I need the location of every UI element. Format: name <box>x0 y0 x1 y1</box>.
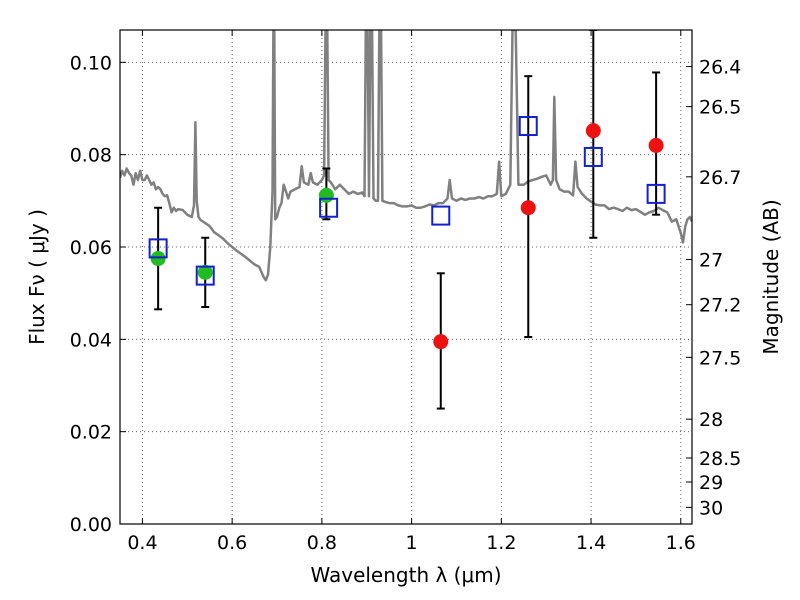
right-axis-tick-label: 28.5 <box>699 448 741 470</box>
data-point-green <box>197 264 213 280</box>
x-tick-label: 0.4 <box>127 532 157 554</box>
axes: 0.4 0.6 0.8 1 1.2 1.4 1.6 0.00 0.02 0.04 0.06 0.08 0… <box>70 30 741 554</box>
data-point-red <box>520 200 536 216</box>
x-tick-label: 1.2 <box>486 532 516 554</box>
right-axis-label: Magnitude (AB) <box>759 199 783 354</box>
right-axis-tick-label: 26.7 <box>699 167 741 189</box>
model-point-square <box>148 238 168 259</box>
template-spectrum-line <box>120 30 692 282</box>
model-point-square <box>431 205 451 226</box>
x-axis-label: Wavelength λ (μm) <box>310 563 501 587</box>
y-tick-label: 0.06 <box>70 237 112 259</box>
plot-area <box>120 30 692 410</box>
right-axis-tick-label: 28 <box>699 409 723 431</box>
right-axis-tick-label: 26.4 <box>699 56 741 78</box>
right-axis-tick-label: 30 <box>699 497 723 519</box>
x-tick-label: 0.6 <box>217 532 247 554</box>
x-tick-label: 0.8 <box>307 532 337 554</box>
data-point-red <box>585 123 601 139</box>
model-point-square <box>583 146 603 167</box>
data-point-red <box>648 137 664 153</box>
right-axis-tick-label: 27.2 <box>699 295 741 317</box>
data-point-green <box>150 251 166 267</box>
right-axis-tick-label: 27.5 <box>699 347 741 369</box>
model-point-square <box>319 197 339 218</box>
data-point-green <box>318 187 334 203</box>
plot-frame <box>119 29 693 525</box>
model-point-square <box>195 265 215 286</box>
x-tick-label: 1.6 <box>666 532 696 554</box>
right-axis-tick-label: 27 <box>699 249 723 271</box>
y-axis-label: Flux Fν ( μJy ) <box>25 209 49 345</box>
model-point-square <box>646 183 666 204</box>
y-tick-label: 0.02 <box>70 422 112 444</box>
y-tick-label: 0.04 <box>70 329 112 351</box>
x-tick-label: 1 <box>406 532 418 554</box>
right-axis-tick-label: 29 <box>699 472 723 494</box>
x-tick-label: 1.4 <box>576 532 606 554</box>
y-tick-label: 0.08 <box>70 145 112 167</box>
model-point-square <box>518 116 538 137</box>
right-axis-tick-label: 26.5 <box>699 97 741 119</box>
y-tick-label: 0.00 <box>70 514 112 536</box>
data-point-red <box>433 334 449 350</box>
y-tick-label: 0.10 <box>70 52 112 74</box>
